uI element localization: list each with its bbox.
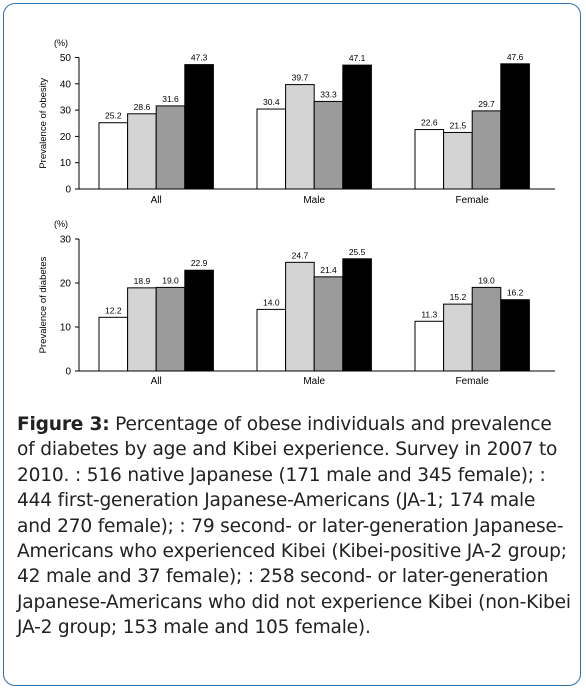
chart1-y-tick-label: 40: [60, 79, 72, 90]
chart2-bar: [443, 303, 473, 372]
chart1-bar: [471, 110, 502, 190]
chart1-bar: [127, 113, 157, 190]
charts-canvas: (%) Prevalence of obesity 0 10 20 30 40 50 25.2 2…: [38, 38, 555, 387]
chart2-bar: [256, 308, 287, 372]
chart1-data-label: 21.5: [450, 120, 467, 130]
chart2-bar: [313, 276, 344, 372]
chart1-y-tick-label: 10: [60, 158, 72, 169]
chart2-bar: [98, 316, 129, 372]
chart2-data-label: 19.0: [478, 275, 495, 285]
chart2-y-tick-label: 30: [60, 235, 72, 246]
figure-caption: Figure 3: Percentage of obese individual…: [17, 412, 573, 641]
chart1-bar: [285, 84, 315, 190]
chart2-x-category-label: All: [151, 376, 162, 387]
chart1-data-label: 25.2: [105, 111, 122, 121]
chart2-x-category-label: Male: [303, 376, 325, 387]
chart1-bar: [155, 105, 186, 190]
chart1-x-category-label: Female: [456, 195, 490, 206]
chart1-y-tick-label: 20: [60, 132, 72, 143]
chart1-y-tick-label: 30: [60, 106, 72, 117]
chart2-data-label: 25.5: [349, 247, 366, 257]
chart1-bar: [98, 122, 129, 190]
chart1-data-label: 31.6: [162, 94, 179, 104]
chart2-data-label: 15.2: [450, 292, 467, 302]
chart1-data-label: 47.6: [507, 52, 524, 62]
chart2-data-label: 16.2: [507, 288, 524, 298]
caption-text: Percentage of obese individuals and prev…: [17, 414, 571, 639]
chart2-bar: [414, 320, 445, 372]
chart2-y-tick-label: 0: [65, 367, 71, 378]
chart1-y-axis-title: Prevalence of obesity: [38, 78, 49, 169]
chart2-y-tick-label: 10: [60, 323, 72, 334]
chart1-bar: [500, 63, 530, 190]
chart2-bar: [285, 261, 315, 372]
chart1-bar: [342, 64, 372, 190]
chart2-unit-label: (%): [54, 219, 68, 229]
chart1-data-label: 29.7: [478, 99, 495, 109]
chart2-bar: [500, 299, 530, 372]
chart2-data-label: 21.4: [320, 265, 337, 275]
chart1-bar: [313, 100, 344, 190]
chart1-data-label: 47.3: [191, 53, 208, 63]
chart2-data-label: 22.9: [191, 258, 208, 268]
chart2-data-label: 24.7: [292, 250, 309, 260]
chart1-bar: [184, 64, 214, 190]
chart2-data-label: 12.2: [105, 305, 122, 315]
chart1-data-label: 47.1: [349, 53, 366, 63]
chart1-bar: [414, 129, 445, 190]
chart2-x-category-label: Female: [456, 376, 490, 387]
chart2-bar: [471, 286, 502, 372]
chart2-bar: [155, 286, 186, 372]
chart2-data-label: 18.9: [134, 276, 151, 286]
chart1-bar: [256, 108, 287, 190]
chart1-y-tick-label: 0: [65, 185, 71, 196]
chart1-data-label: 22.6: [421, 118, 438, 128]
chart1-data-label: 33.3: [320, 89, 337, 99]
chart2-bar: [184, 269, 214, 372]
chart1-data-label: 30.4: [263, 97, 280, 107]
chart2-data-label: 14.0: [263, 297, 280, 307]
chart2-bar: [342, 258, 372, 372]
chart1-y-tick-label: 50: [60, 53, 72, 64]
chart1-bar: [443, 131, 473, 190]
chart1-x-category-label: All: [151, 195, 162, 206]
chart1-x-category-label: Male: [303, 195, 325, 206]
chart2-data-label: 11.3: [421, 309, 437, 319]
chart1-unit-label: (%): [54, 38, 68, 48]
caption-label: Figure 3:: [17, 414, 110, 435]
chart1-data-label: 28.6: [134, 102, 151, 112]
chart2-data-label: 19.0: [162, 275, 179, 285]
chart1-data-label: 39.7: [292, 73, 309, 83]
chart2-bar: [127, 287, 157, 372]
chart2-y-axis-title: Prevalence of diabetes: [38, 256, 49, 353]
chart2-y-tick-label: 20: [60, 279, 72, 290]
